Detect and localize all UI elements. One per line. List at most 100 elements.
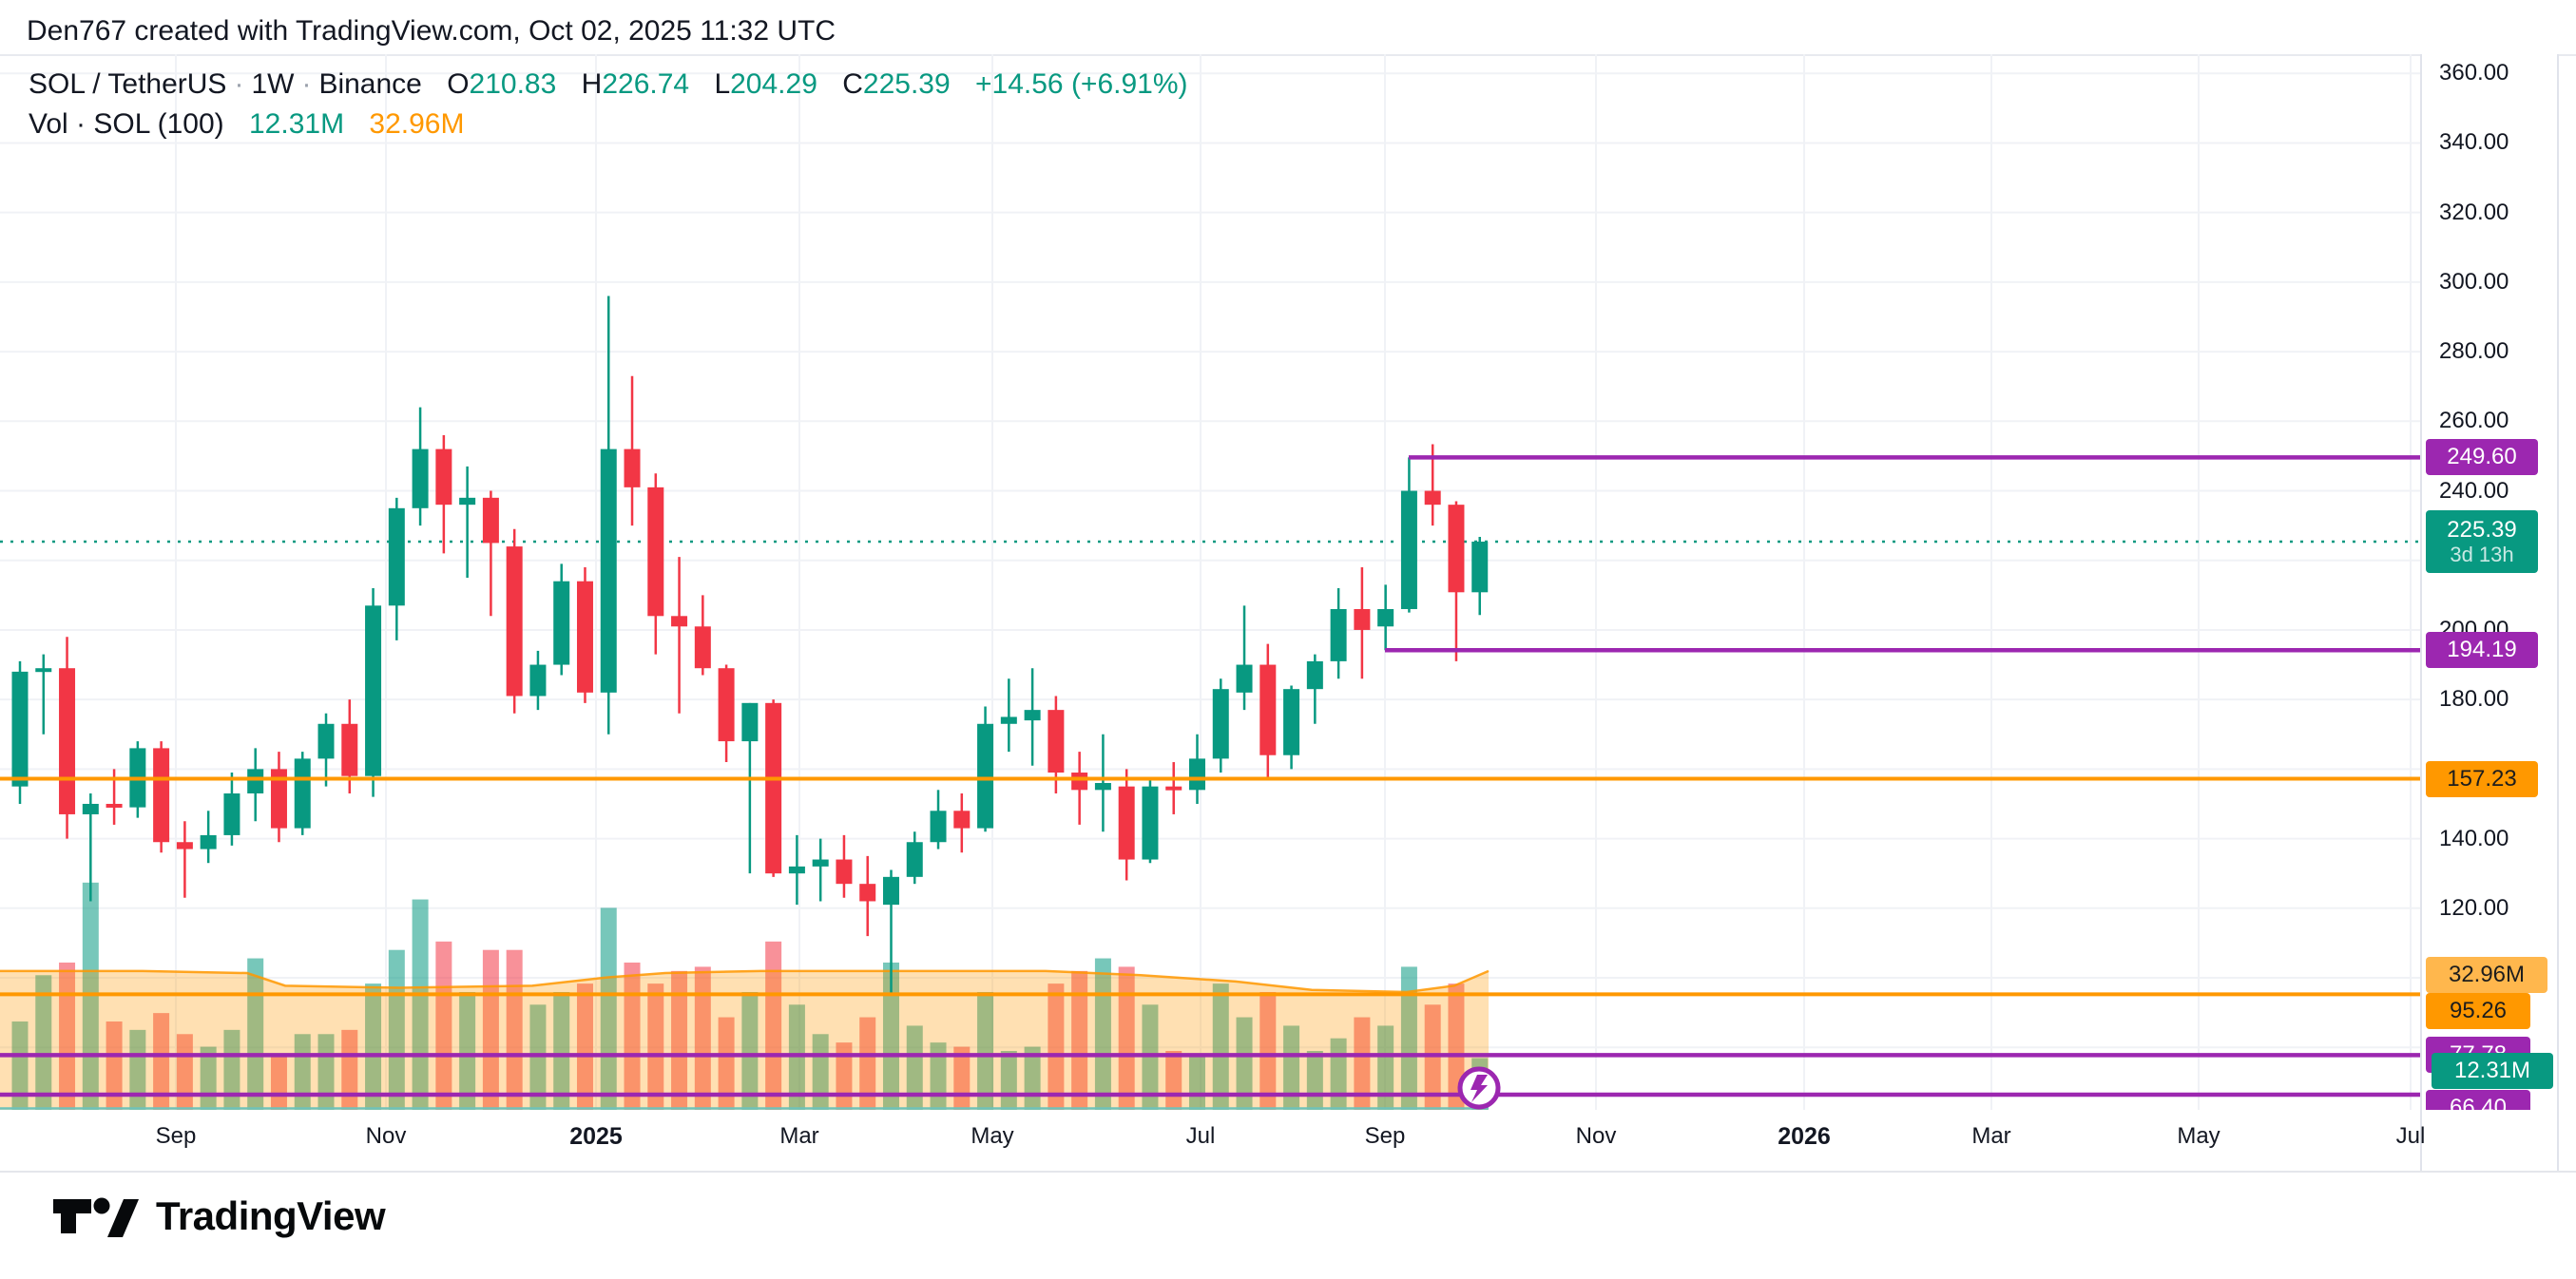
candle-body[interactable] <box>1400 490 1417 609</box>
volume-bar <box>1354 1017 1371 1110</box>
interval-label[interactable]: 1W <box>251 68 295 100</box>
candle-body[interactable] <box>882 876 899 906</box>
candle-body[interactable] <box>741 702 759 742</box>
time-axis-label-Sep: Sep <box>155 1123 197 1149</box>
time-axis-label-2025: 2025 <box>569 1123 623 1150</box>
open-letter: O <box>447 68 470 100</box>
candle-body[interactable] <box>294 758 311 829</box>
candle-body[interactable] <box>1024 710 1041 721</box>
candle-body[interactable] <box>1259 664 1277 755</box>
candle-body[interactable] <box>1071 773 1088 791</box>
candle-body[interactable] <box>529 664 547 697</box>
candle-body[interactable] <box>317 723 335 759</box>
legend-volume-row[interactable]: Vol · SOL (100) 12.31M 32.96M <box>29 105 1188 144</box>
candle-body[interactable] <box>59 668 76 814</box>
time-axis-label-Sep: Sep <box>1364 1123 1406 1149</box>
candle-body[interactable] <box>1354 608 1371 630</box>
candlestick-pane[interactable] <box>0 54 2420 1110</box>
symbol-name[interactable]: SOL / TetherUS <box>29 68 227 100</box>
candle-body[interactable] <box>718 668 735 742</box>
candle-body[interactable] <box>765 702 782 874</box>
volume-indicator-label[interactable]: Vol · SOL (100) <box>29 108 224 140</box>
candle-body[interactable] <box>788 866 805 874</box>
candle-body[interactable] <box>1048 710 1065 773</box>
volume-ma-value: 32.96M <box>369 108 465 140</box>
candle-body[interactable] <box>859 884 876 902</box>
low-value: 204.29 <box>730 68 817 100</box>
volume-bar <box>882 962 899 1110</box>
candle-body[interactable] <box>812 859 829 867</box>
candle-body[interactable] <box>106 803 123 808</box>
lightning-icon <box>1471 1075 1488 1102</box>
axis-badge-32.96M: 32.96M <box>2426 957 2547 993</box>
price-tick-label: 360.00 <box>2439 60 2509 86</box>
candle-body[interactable] <box>953 811 971 829</box>
legend-symbol-row[interactable]: SOL / TetherUS · 1W · Binance O210.83 H226.7… <box>29 65 1188 105</box>
candle-body[interactable] <box>270 769 287 829</box>
candle-body[interactable] <box>82 803 99 814</box>
price-axis-badges: 249.60 225.39 3d 13h 194.19 157.23 32.96M 95.2… <box>2420 54 2576 1110</box>
candle-body[interactable] <box>435 449 452 506</box>
volume-bar <box>765 941 782 1110</box>
price-tick-label: 340.00 <box>2439 129 2509 156</box>
candle-body[interactable] <box>930 811 947 843</box>
time-axis[interactable]: Sep Nov 2025 Mar May Jul Sep Nov 2026 Mar May Jul <box>0 1110 2576 1173</box>
exchange-label: Binance <box>318 68 422 100</box>
candle-body[interactable] <box>1377 608 1394 627</box>
candle-body[interactable] <box>600 449 617 693</box>
volume-ma-line <box>0 969 1490 994</box>
candle-body[interactable] <box>1165 786 1182 791</box>
price-tick-label: 320.00 <box>2439 199 2509 225</box>
candle-body[interactable] <box>1306 660 1323 690</box>
candle-body[interactable] <box>671 616 688 627</box>
candle-body[interactable] <box>482 497 499 544</box>
time-axis-label-Jul: Jul <box>1185 1123 1216 1149</box>
candle-body[interactable] <box>1000 716 1017 724</box>
candle-body[interactable] <box>1330 608 1347 661</box>
axis-badge-157.23: 157.23 <box>2426 760 2538 797</box>
candle-body[interactable] <box>1094 783 1111 791</box>
candle-body[interactable] <box>1283 689 1300 755</box>
candle-body[interactable] <box>1448 505 1465 593</box>
candle-body[interactable] <box>1424 490 1441 506</box>
price-tick-label: 300.00 <box>2439 268 2509 295</box>
candle-body[interactable] <box>1236 664 1253 693</box>
candle-body[interactable] <box>247 769 264 793</box>
candle-body[interactable] <box>836 859 853 885</box>
volume-bar <box>553 991 570 1110</box>
candle-body[interactable] <box>906 842 923 877</box>
volume-bar <box>1424 1004 1441 1110</box>
candle-body[interactable] <box>35 668 52 673</box>
tradingview-logo-text: TradingView <box>156 1193 386 1238</box>
candle-body[interactable] <box>1118 786 1135 860</box>
candle-body[interactable] <box>694 626 711 669</box>
candle-body[interactable] <box>388 507 405 606</box>
candle-body[interactable] <box>1142 786 1159 860</box>
candle-body[interactable] <box>153 748 170 843</box>
time-axis-label-Nov: Nov <box>1575 1123 1617 1149</box>
candle-body[interactable] <box>977 723 994 829</box>
candle-body[interactable] <box>200 834 217 849</box>
volume-bar <box>1094 958 1111 1110</box>
candle-body[interactable] <box>412 449 429 508</box>
time-axis-label-May: May <box>971 1123 1014 1149</box>
axis-badge-225.39: 225.39 3d 13h <box>2426 510 2538 573</box>
candle-body[interactable] <box>1471 542 1489 593</box>
legend-separator: · <box>301 68 312 100</box>
candle-body[interactable] <box>365 605 382 776</box>
candle-body[interactable] <box>459 497 476 506</box>
candle-body[interactable] <box>647 487 664 617</box>
candle-body[interactable] <box>553 581 570 665</box>
candle-body[interactable] <box>506 546 523 697</box>
candle-body[interactable] <box>624 449 641 487</box>
candle-body[interactable] <box>576 581 593 693</box>
candle-body[interactable] <box>1189 758 1205 791</box>
candle-body[interactable] <box>223 792 240 835</box>
candle-body[interactable] <box>1212 689 1229 759</box>
candle-body[interactable] <box>11 671 29 787</box>
tradingview-logo-icon <box>53 1197 139 1237</box>
candle-body[interactable] <box>341 723 358 776</box>
volume-bar <box>1071 970 1088 1110</box>
candle-body[interactable] <box>176 842 193 849</box>
axis-badge-12.31M: 12.31M <box>2432 1053 2553 1089</box>
